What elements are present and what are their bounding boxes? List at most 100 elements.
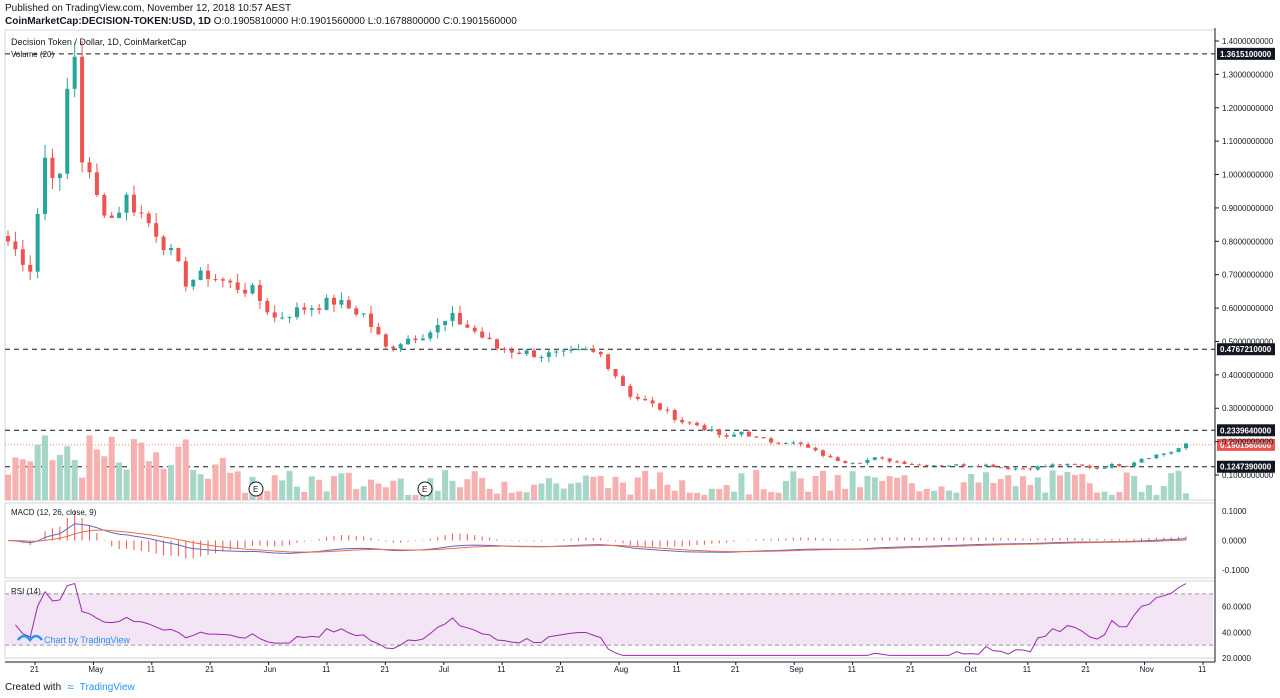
- candle-body: [391, 346, 396, 349]
- candle-body: [702, 425, 707, 431]
- candle-body: [213, 279, 218, 281]
- volume-bar: [219, 457, 226, 500]
- volume-bar: [145, 461, 152, 500]
- volume-bar: [612, 476, 619, 500]
- volume-bar: [731, 491, 738, 500]
- event-marker-1[interactable]: E: [248, 481, 264, 497]
- candle-body: [243, 289, 248, 294]
- candle-body: [1169, 452, 1174, 454]
- volume-bar: [390, 480, 397, 500]
- volume-bar: [190, 469, 197, 500]
- volume-bar: [1012, 486, 1019, 500]
- volume-bar: [153, 452, 160, 500]
- candle-body: [554, 351, 559, 353]
- time-tick-label: 21: [380, 665, 389, 674]
- volume-bar: [64, 446, 71, 500]
- footer-created: Created with: [5, 681, 62, 693]
- price-tick-label: 0.6000000000: [1222, 304, 1274, 313]
- level-label-2: 0.2339640000: [1220, 426, 1272, 435]
- candle-body: [228, 280, 233, 283]
- footer-brand[interactable]: TradingView: [79, 681, 135, 693]
- candle-body: [517, 352, 522, 354]
- volume-bar: [442, 470, 449, 500]
- candle-body: [309, 308, 314, 310]
- candle-body: [1139, 458, 1144, 463]
- volume-bar: [938, 486, 945, 500]
- rsi-line: [15, 582, 1187, 656]
- volume-bar: [516, 491, 523, 500]
- candle-body: [672, 410, 677, 420]
- candle-body: [591, 349, 596, 352]
- volume-bar: [316, 479, 323, 500]
- time-tick-label: Nov: [1140, 665, 1154, 674]
- volume-bar: [753, 470, 760, 500]
- volume-bar: [182, 439, 189, 500]
- candle-body: [769, 438, 774, 443]
- volume-bar: [1034, 477, 1041, 500]
- candle-body: [754, 436, 759, 438]
- volume-bar: [242, 492, 249, 500]
- price-tick-label: 1.3000000000: [1222, 70, 1274, 79]
- candle-body: [1072, 463, 1077, 465]
- time-tick-label: 11: [672, 665, 681, 674]
- time-tick-label: 21: [205, 665, 214, 674]
- candle-body: [1154, 454, 1159, 459]
- volume-bar: [123, 469, 130, 500]
- volume-bar: [1020, 476, 1027, 500]
- volume-bar: [1138, 491, 1145, 500]
- volume-bar: [953, 492, 960, 500]
- candle-body: [406, 338, 411, 345]
- volume-bar: [27, 461, 34, 500]
- volume-bar: [916, 491, 923, 500]
- candle-body: [539, 356, 544, 358]
- candle-body: [124, 194, 129, 213]
- volume-bar: [1079, 473, 1086, 500]
- volume-bar: [434, 490, 441, 500]
- candle-body: [650, 400, 655, 404]
- level-label-3: 0.1901560000: [1220, 441, 1272, 450]
- candle-body: [1080, 464, 1085, 466]
- level-badge-4: [1217, 460, 1275, 473]
- candle-body: [709, 429, 714, 431]
- candle-body: [324, 297, 329, 310]
- volume-bar: [368, 479, 375, 500]
- pane-border-1: [4, 502, 1216, 579]
- time-tick-label: Jul: [439, 665, 449, 674]
- candle-body: [1050, 464, 1055, 467]
- candle-body: [887, 458, 892, 462]
- volume-bar: [545, 478, 552, 500]
- volume-bar: [990, 482, 997, 500]
- candle-body: [546, 352, 551, 357]
- watermark[interactable]: Chart by TradingView: [17, 634, 130, 645]
- candle-body: [798, 442, 803, 445]
- volume-bar: [308, 476, 315, 500]
- volume-bar: [330, 476, 337, 500]
- candle-body: [924, 465, 929, 467]
- candle-body: [576, 349, 581, 351]
- volume-bar: [71, 460, 78, 500]
- volume-bar: [34, 444, 41, 500]
- volume-bar: [271, 475, 278, 500]
- volume-bar: [664, 484, 671, 500]
- published-line: Published on TradingView.com, November 1…: [5, 3, 292, 14]
- candle-body: [880, 457, 885, 459]
- candle-body: [206, 270, 211, 280]
- tradingview-footer-icon: ≈: [67, 680, 74, 694]
- event-marker-2[interactable]: E: [417, 481, 433, 497]
- volume-bar: [775, 492, 782, 500]
- candle-body: [65, 88, 70, 174]
- candle-body: [161, 236, 166, 251]
- price-tick-label: 0.5000000000: [1222, 337, 1274, 346]
- volume-bar: [1131, 475, 1138, 500]
- volume-bar: [1153, 494, 1160, 500]
- candle-body: [902, 461, 907, 464]
- volume-bar: [1057, 475, 1064, 500]
- chart-title: Decision Token / Dollar, 1D, CoinMarketC…: [11, 37, 186, 47]
- volume-bar: [234, 471, 241, 500]
- volume-bar: [975, 482, 982, 500]
- volume-bar: [1071, 475, 1078, 500]
- candle-body: [865, 459, 870, 463]
- price-tick-label: 0.8000000000: [1222, 237, 1274, 246]
- volume-bar: [1049, 470, 1056, 500]
